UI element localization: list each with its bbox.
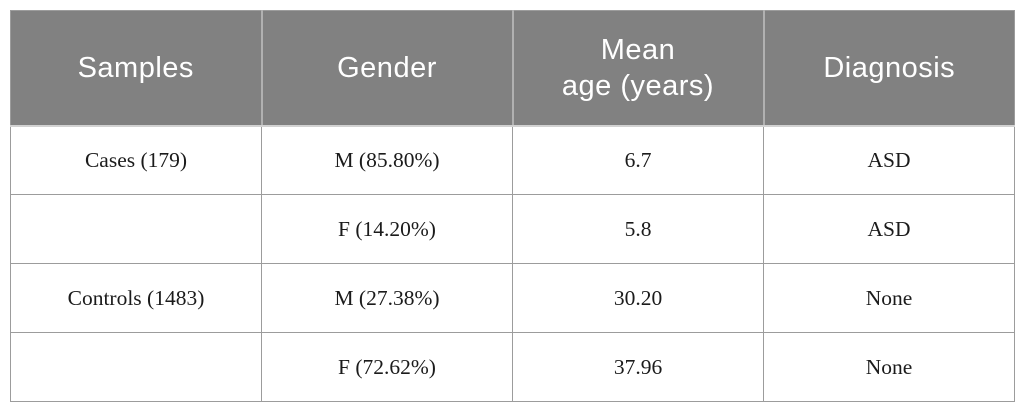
column-header-mean-age: Mean age (years) (511, 10, 764, 127)
column-header-samples: Samples (10, 10, 262, 127)
table-row-cases-female: F (14.20%) 5.8 ASD (10, 194, 1015, 264)
table-body: Cases (179) M (85.80%) 6.7 ASD F (14.20%… (10, 125, 1015, 402)
column-header-diagnosis: Diagnosis (762, 10, 1015, 127)
table-row-cases-male: Cases (179) M (85.80%) 6.7 ASD (10, 125, 1015, 195)
cell-diagnosis: None (763, 263, 1015, 333)
cell-samples: Cases (179) (10, 125, 262, 195)
cell-diagnosis: ASD (763, 125, 1015, 195)
column-header-gender: Gender (260, 10, 513, 127)
cell-gender: F (14.20%) (261, 194, 513, 264)
samples-table: Samples Gender Mean age (years) Diagnosi… (10, 10, 1015, 402)
cell-samples (10, 332, 262, 402)
cell-gender: M (85.80%) (261, 125, 513, 195)
table-row-controls-male: Controls (1483) M (27.38%) 30.20 None (10, 263, 1015, 333)
cell-samples: Controls (1483) (10, 263, 262, 333)
table-row-controls-female: F (72.62%) 37.96 None (10, 332, 1015, 402)
header-row: Samples Gender Mean age (years) Diagnosi… (10, 10, 1015, 127)
cell-samples (10, 194, 262, 264)
table-header: Samples Gender Mean age (years) Diagnosi… (10, 10, 1015, 127)
cell-mean-age: 6.7 (512, 125, 764, 195)
cell-gender: M (27.38%) (261, 263, 513, 333)
cell-mean-age: 5.8 (512, 194, 764, 264)
cell-diagnosis: ASD (763, 194, 1015, 264)
cell-diagnosis: None (763, 332, 1015, 402)
cell-mean-age: 30.20 (512, 263, 764, 333)
cell-gender: F (72.62%) (261, 332, 513, 402)
samples-table-container: Samples Gender Mean age (years) Diagnosi… (10, 10, 1015, 402)
cell-mean-age: 37.96 (512, 332, 764, 402)
